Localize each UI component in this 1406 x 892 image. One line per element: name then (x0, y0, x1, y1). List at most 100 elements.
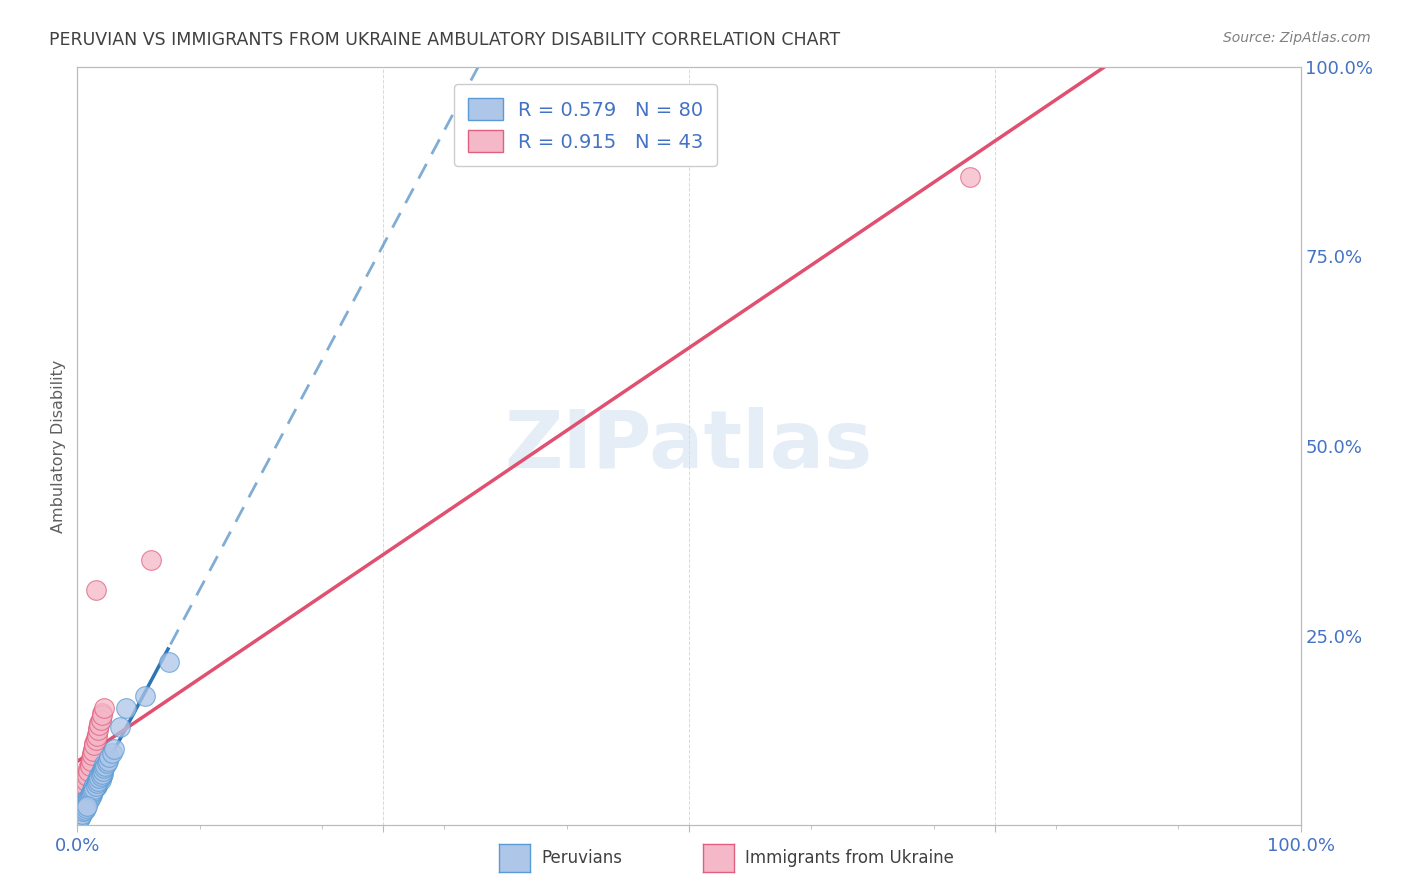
Point (80, 786, 103, 800)
Point (76, 793, 98, 807)
Point (80, 748, 103, 763)
Point (76, 797, 98, 811)
Point (72, 780, 94, 795)
Point (75, 801, 97, 815)
Y-axis label: Ambulatory Disability: Ambulatory Disability (51, 359, 66, 533)
Point (87, 723, 110, 738)
Point (157, 655, 180, 669)
Point (73, 803, 96, 817)
Point (69, 809, 91, 823)
Point (72, 805, 94, 819)
Point (70, 806, 93, 821)
Point (959, 169, 981, 184)
Point (79, 759, 101, 773)
Point (84, 733, 107, 747)
Point (70, 801, 93, 815)
Point (76, 799, 98, 814)
Point (67, 803, 90, 817)
Point (77, 764, 100, 778)
Point (87, 770, 110, 784)
Point (70, 789, 93, 804)
Point (75, 796, 97, 810)
Text: Immigrants from Ukraine: Immigrants from Ukraine (745, 849, 955, 867)
Point (91, 760, 114, 774)
Point (94, 759, 117, 773)
Point (115, 700, 138, 714)
Point (93, 757, 115, 772)
Point (93, 700, 115, 714)
Point (79, 789, 101, 804)
Point (89, 718, 111, 732)
Point (89, 771, 111, 785)
Point (69, 799, 91, 814)
Point (70, 786, 93, 800)
Point (90, 708, 112, 723)
Point (80, 746, 103, 760)
Point (83, 781, 105, 796)
Point (80, 785, 103, 799)
Point (75, 771, 97, 785)
Point (77, 794, 100, 808)
Point (90, 769, 112, 783)
Point (89, 774, 111, 789)
Point (72, 803, 94, 817)
Point (75, 774, 97, 789)
Point (91, 764, 114, 778)
Point (70, 805, 93, 819)
Point (67, 812, 90, 826)
Point (80, 789, 103, 804)
Point (72, 799, 94, 814)
Point (80, 751, 103, 765)
Point (69, 811, 91, 825)
Point (90, 769, 112, 783)
Point (87, 774, 110, 789)
Point (134, 689, 156, 703)
Point (82, 742, 104, 756)
Point (80, 754, 103, 768)
Point (90, 772, 112, 787)
Text: Peruvians: Peruvians (541, 849, 623, 867)
Text: ZIPatlas: ZIPatlas (505, 407, 873, 485)
Point (86, 772, 108, 787)
Point (77, 796, 100, 810)
Point (90, 712, 112, 726)
Point (86, 727, 108, 741)
Point (86, 776, 108, 790)
Point (70, 803, 93, 817)
Point (67, 811, 90, 825)
Point (80, 783, 103, 797)
Point (90, 714, 112, 728)
Legend: R = 0.579   N = 80, R = 0.915   N = 43: R = 0.579 N = 80, R = 0.915 N = 43 (454, 84, 717, 166)
Point (73, 779, 96, 793)
Point (79, 791, 101, 805)
Point (90, 765, 112, 780)
Point (72, 784, 94, 798)
Point (100, 746, 122, 760)
Point (73, 800, 96, 814)
Point (73, 797, 96, 811)
Point (103, 742, 125, 756)
Point (83, 736, 105, 750)
Point (76, 791, 98, 805)
Point (91, 766, 114, 780)
Point (90, 763, 112, 777)
Point (70, 805, 93, 819)
Point (75, 798, 97, 813)
Point (79, 757, 101, 772)
Point (70, 796, 93, 810)
Point (82, 780, 104, 795)
Point (77, 761, 100, 775)
Point (84, 583, 107, 598)
Point (80, 786, 103, 800)
Point (76, 766, 98, 780)
Point (84, 731, 107, 745)
Point (72, 801, 94, 815)
Point (83, 739, 105, 753)
Point (82, 744, 104, 758)
Point (77, 790, 100, 805)
Point (75, 794, 97, 808)
Point (70, 806, 93, 821)
Point (89, 768, 111, 782)
Point (90, 766, 112, 780)
Text: Source: ZipAtlas.com: Source: ZipAtlas.com (1223, 31, 1371, 45)
